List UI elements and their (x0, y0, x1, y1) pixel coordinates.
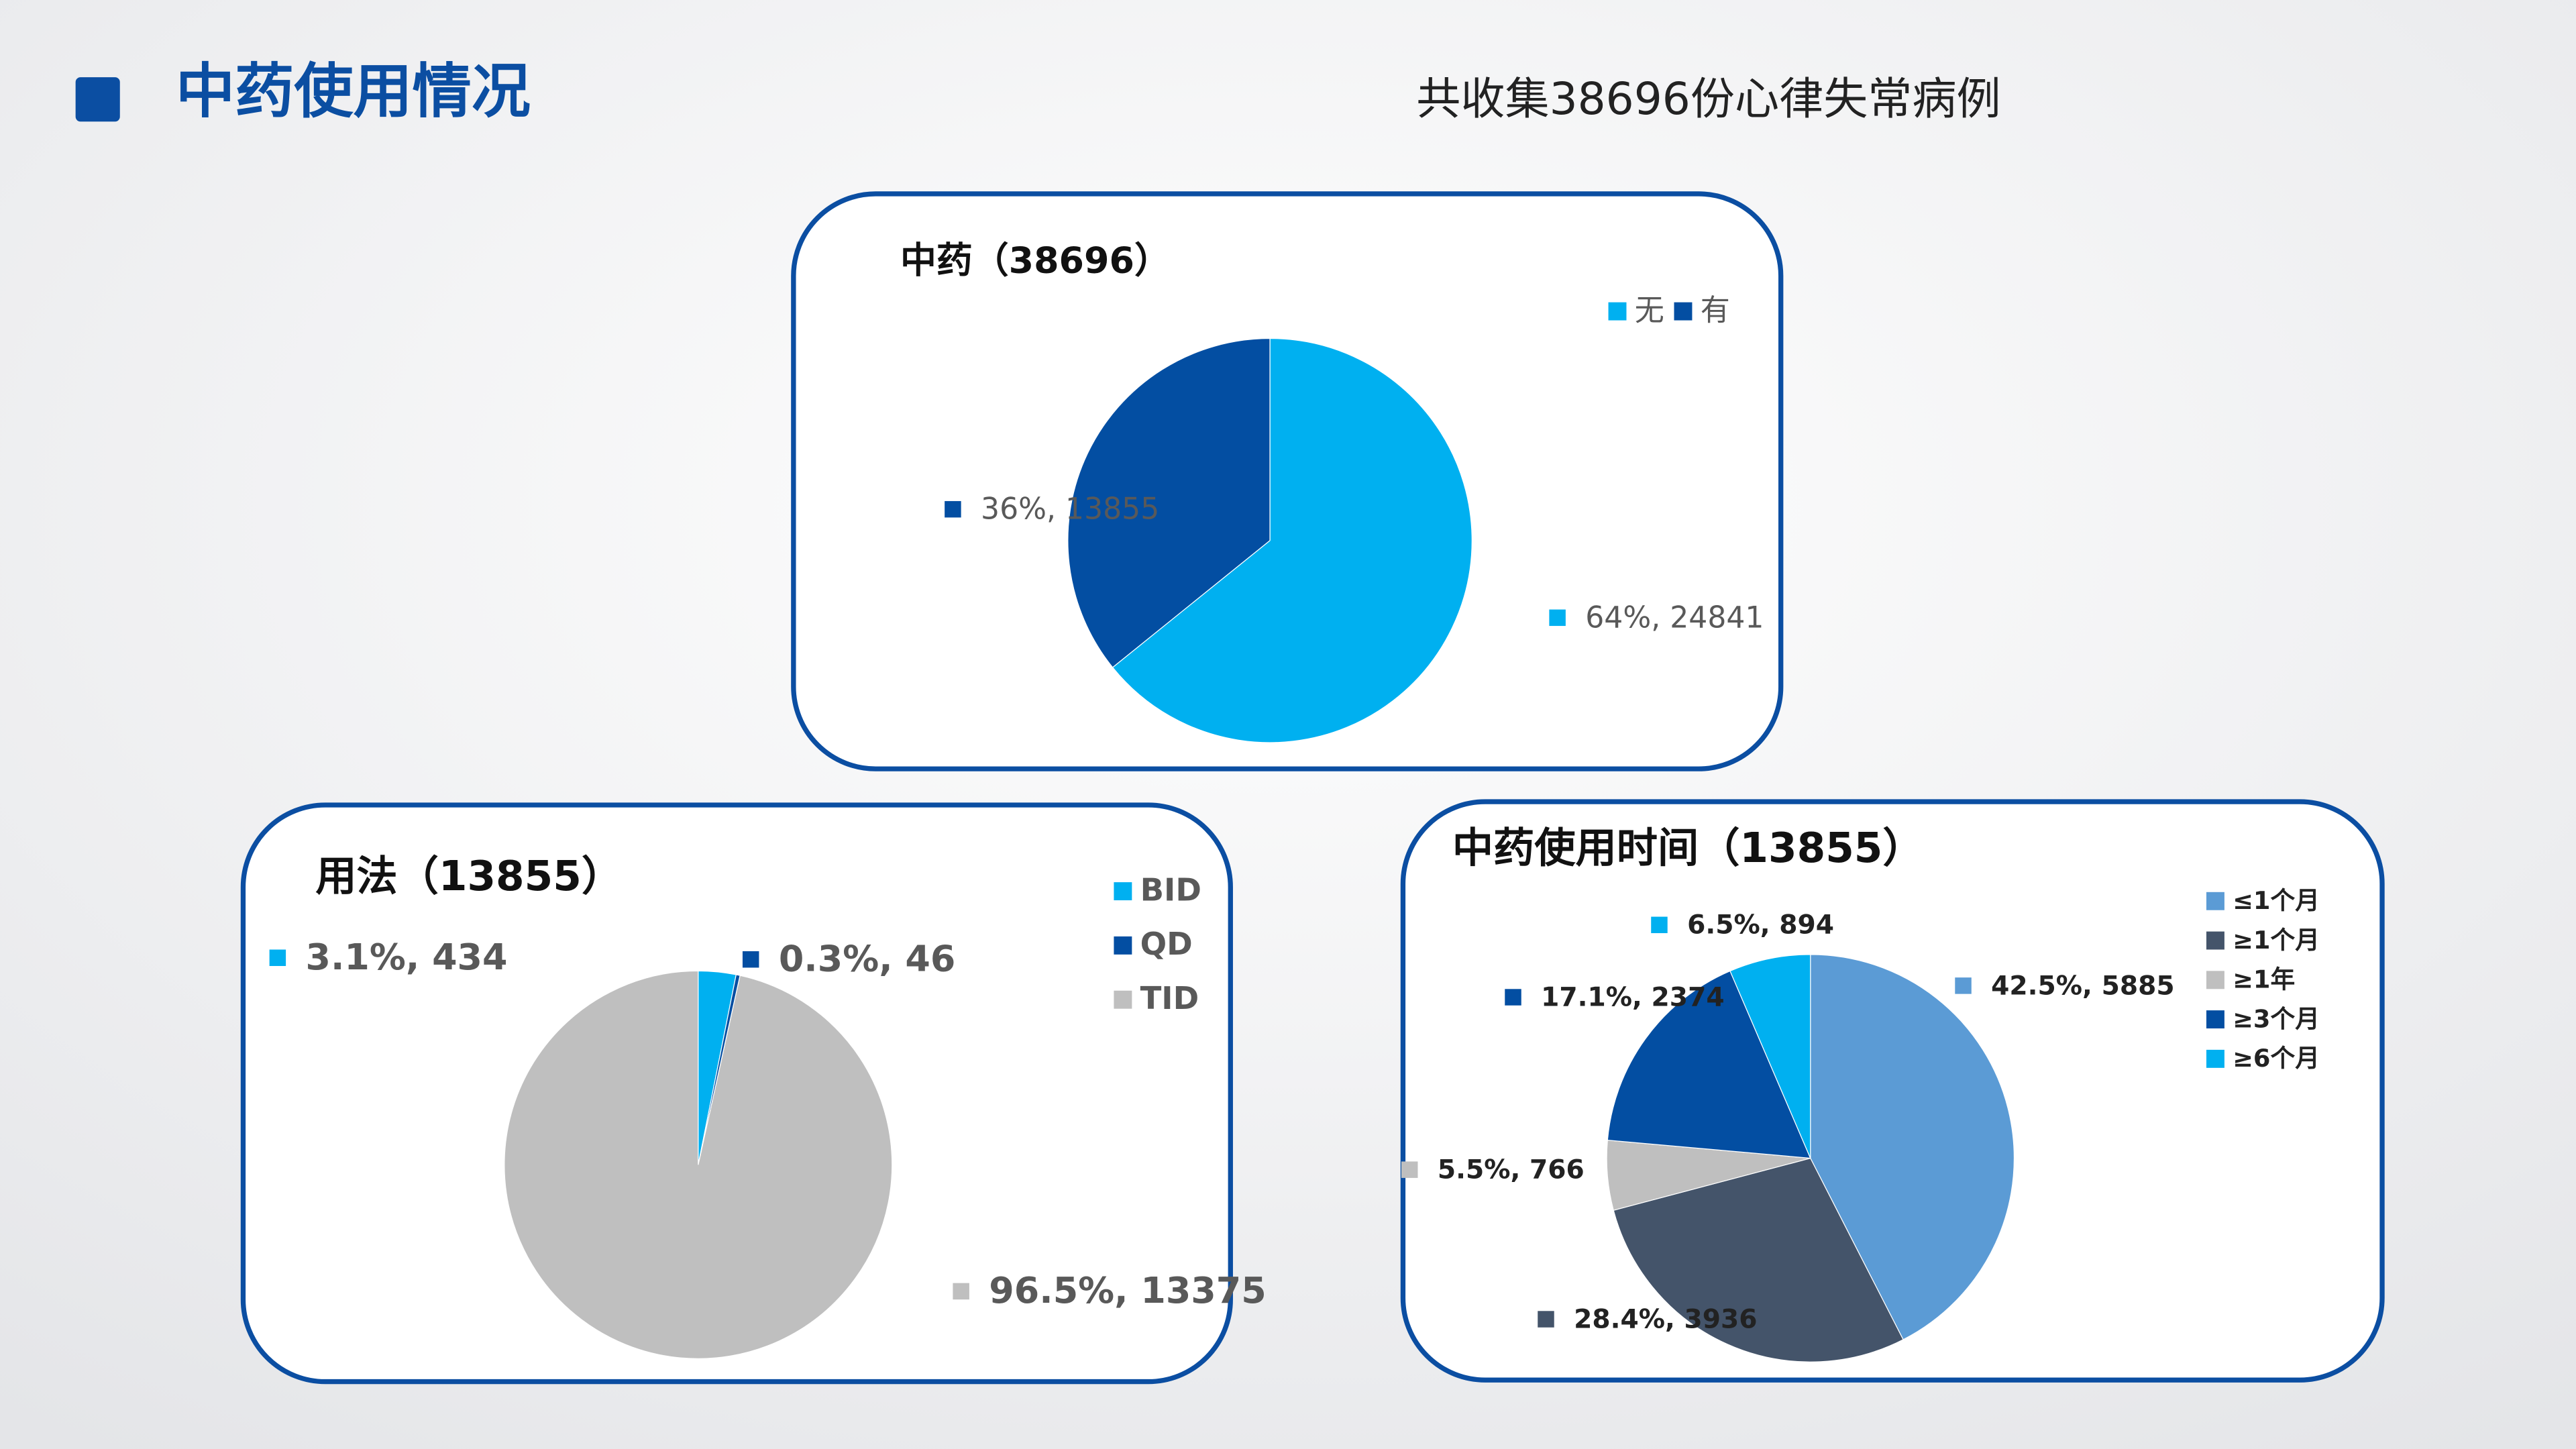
legend-swatch (2206, 1010, 2224, 1029)
legend-label: ≥3个月 (2233, 1004, 2320, 1033)
legend-label: TID (1140, 980, 1199, 1016)
chart-title: 用法（13855） (315, 853, 623, 900)
legend-swatch (1608, 302, 1627, 321)
title-icon (75, 77, 120, 122)
legend-label: 无 (1635, 293, 1664, 327)
pie-slice (1810, 954, 2015, 1340)
data-label: 28.4%, 3936 (1574, 1304, 1757, 1334)
pie-slice (504, 970, 893, 1359)
chart-title: 中药使用时间（13855） (1452, 824, 1924, 872)
pie-slice (1112, 337, 1472, 743)
legend-label: 有 (1701, 293, 1730, 327)
legend-swatch (2206, 931, 2224, 950)
label-swatch (1505, 989, 1521, 1006)
slide-title: 中药使用情况 (176, 56, 531, 125)
data-label: 42.5%, 5885 (1991, 971, 2174, 1001)
data-label: 3.1%, 434 (306, 936, 508, 978)
label-swatch (1549, 609, 1566, 627)
pie-slice (1729, 954, 1811, 1159)
legend-label: QD (1140, 926, 1193, 962)
label-swatch (742, 951, 759, 968)
legend-swatch (1674, 302, 1693, 321)
label-swatch (1651, 916, 1668, 934)
label-swatch (269, 949, 286, 966)
legend-label: BID (1140, 871, 1201, 908)
pie-slice (1613, 1157, 1904, 1362)
slide-subtitle: 共收集38696份心律失常病例 (1416, 73, 2000, 125)
legend-swatch (2206, 1049, 2224, 1068)
legend-label: ≥1个月 (2233, 926, 2320, 955)
data-label: 6.5%, 894 (1687, 910, 1834, 941)
data-label: 64%, 24841 (1585, 600, 1764, 635)
data-label: 17.1%, 2374 (1541, 982, 1724, 1012)
data-label: 0.3%, 46 (779, 937, 956, 979)
pie-slice (1067, 337, 1271, 668)
label-swatch (1955, 977, 1972, 994)
legend-label: ≥6个月 (2233, 1044, 2320, 1073)
data-label: 96.5%, 13375 (989, 1269, 1266, 1311)
legend-swatch (2206, 892, 2224, 910)
pie-slice (1607, 970, 1811, 1159)
legend-swatch (1114, 990, 1132, 1009)
legend-swatch (2206, 971, 2224, 989)
legend-swatch (1114, 936, 1132, 955)
data-label: 36%, 13855 (981, 492, 1159, 527)
label-swatch (953, 1283, 969, 1300)
label-swatch (1401, 1161, 1418, 1178)
chart-title: 中药（38696） (900, 239, 1171, 281)
legend-label: ≤1个月 (2233, 886, 2320, 915)
label-swatch (945, 500, 961, 518)
data-label: 5.5%, 766 (1438, 1155, 1585, 1185)
legend-label: ≥1年 (2233, 965, 2295, 994)
label-swatch (1538, 1311, 1554, 1328)
legend-swatch (1114, 882, 1132, 901)
